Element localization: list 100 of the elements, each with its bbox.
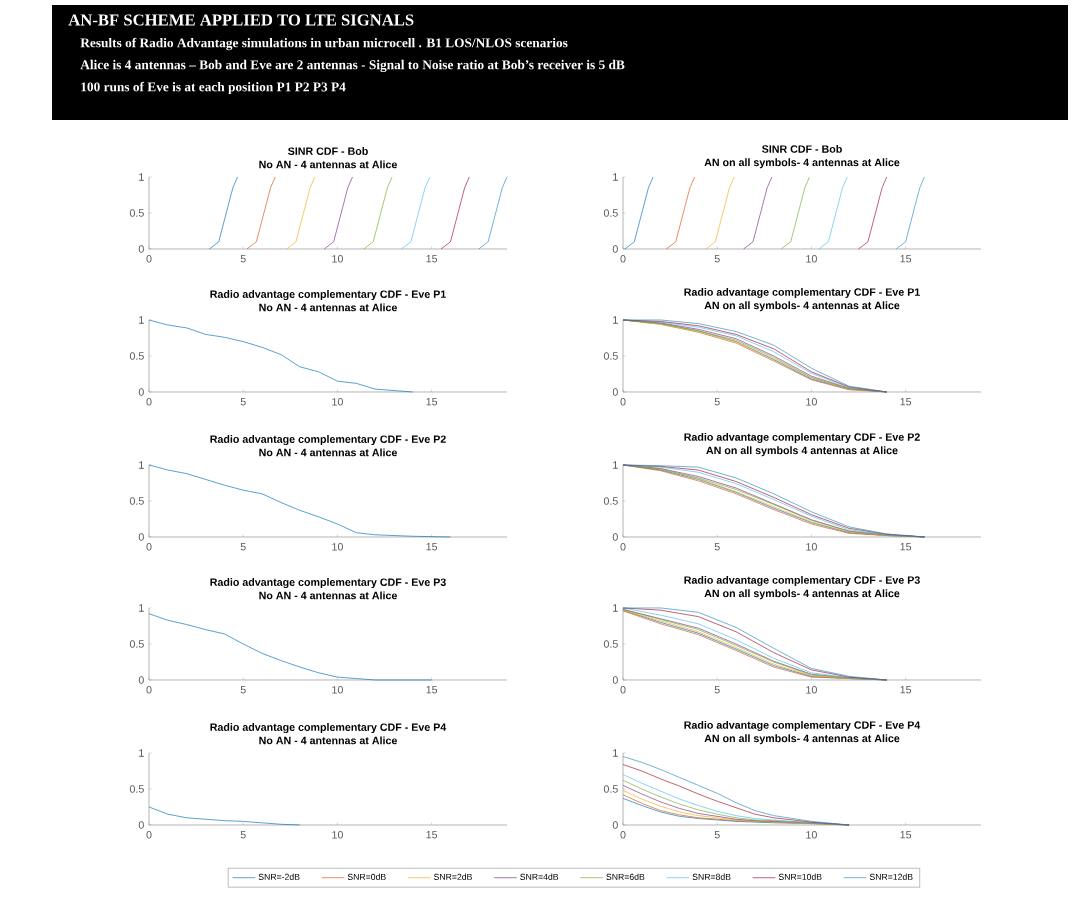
y-tick-label: 0.5 (129, 497, 144, 505)
x-tick-label: 15 (426, 398, 438, 406)
chart-subtitle: No AN - 4 antennas at Alice (259, 591, 397, 600)
x-tick-label: 10 (332, 686, 343, 694)
x-tick-label: 15 (426, 831, 438, 839)
y-tick-label: 0 (612, 676, 618, 684)
chart-subtitle: No AN - 4 antennas at Alice (259, 160, 397, 169)
text: AN-BF SCHEME APPLIED TO LTE SIGNALS (68, 14, 414, 26)
x-tick-label: 10 (806, 686, 817, 694)
x-tick-label: 0 (146, 255, 152, 263)
y-tick-label: 1 (613, 461, 618, 469)
x-tick-label: 15 (900, 398, 912, 406)
y-tick-label: 1 (613, 749, 618, 757)
legend-label: SNR=0dB (347, 873, 386, 880)
x-tick-label: 0 (146, 831, 152, 839)
x-tick-label: 10 (332, 543, 343, 551)
y-tick-label: 0 (138, 821, 144, 829)
x-tick-label: 15 (426, 686, 438, 694)
y-tick-label: 0.5 (603, 209, 618, 217)
x-tick-label: 0 (146, 686, 152, 694)
y-tick-label: 1 (613, 316, 618, 324)
x-tick-label: 0 (146, 543, 152, 551)
chart-title: Radio advantage complementary CDF - Eve P2 (684, 432, 920, 443)
x-tick-label: 10 (332, 255, 343, 263)
y-tick-label: 0.5 (603, 785, 618, 793)
x-tick-label: 15 (900, 543, 912, 551)
x-tick-label: 5 (240, 543, 246, 551)
chart-title: Radio advantage complementary CDF - Eve P3 (684, 575, 920, 586)
chart-title: Radio advantage complementary CDF - Eve P3 (210, 578, 446, 589)
chart-title: Radio advantage complementary CDF - Eve P2 (210, 435, 446, 446)
chart-title: Radio advantage complementary CDF - Eve P1 (684, 287, 920, 298)
y-tick-label: 0 (138, 533, 144, 541)
y-tick-label: 1 (139, 604, 144, 612)
x-tick-label: 5 (240, 686, 246, 694)
text: 100 runs of Eve is at each position P1 P2 P3 P4 (81, 81, 346, 95)
chart-title: SINR CDF - Bob (762, 144, 842, 153)
chart-subtitle: AN on all symbols- 4 antennas at Alice (704, 301, 900, 312)
x-tick-label: 10 (806, 255, 817, 263)
y-tick-label: 1 (139, 316, 144, 324)
y-tick-label: 0 (138, 676, 144, 684)
y-tick-label: 0.5 (603, 352, 618, 360)
y-tick-label: 1 (139, 173, 144, 181)
y-tick-label: 0 (138, 245, 144, 253)
x-tick-label: 15 (426, 543, 438, 551)
y-tick-label: 0.5 (129, 209, 144, 217)
x-tick-label: 10 (332, 398, 343, 406)
x-tick-label: 0 (620, 255, 626, 263)
y-tick-label: 1 (613, 173, 618, 181)
legend-label: SNR=12dB (869, 873, 913, 880)
chart-subtitle: AN on all symbols- 4 antennas at Alice (704, 158, 900, 169)
chart-title: Radio advantage complementary CDF - Eve P1 (210, 290, 446, 301)
chart-title: Radio advantage complementary CDF - Eve P4 (684, 720, 921, 731)
y-tick-label: 0 (612, 533, 618, 541)
x-tick-label: 10 (806, 831, 817, 839)
x-tick-label: 5 (714, 831, 720, 839)
y-tick-label: 0.5 (129, 785, 144, 793)
chart-subtitle: AN on all symbols 4 antennas at Alice (706, 446, 898, 457)
chart-subtitle: AN on all symbols- 4 antennas at Alice (704, 589, 900, 600)
y-tick-label: 0.5 (129, 352, 144, 360)
x-tick-label: 5 (240, 255, 246, 263)
y-tick-label: 0 (612, 388, 618, 396)
x-tick-label: 0 (620, 543, 626, 551)
x-tick-label: 10 (806, 543, 817, 551)
x-tick-label: 0 (146, 398, 152, 406)
legend-label: SNR=-2dB (258, 873, 300, 880)
legend-label: SNR=10dB (778, 873, 822, 880)
y-tick-label: 0 (612, 821, 618, 829)
x-tick-label: 0 (620, 831, 626, 839)
x-tick-label: 5 (240, 398, 246, 406)
x-tick-label: 15 (900, 831, 912, 839)
y-tick-label: 0.5 (603, 497, 618, 505)
y-tick-label: 0 (138, 388, 144, 396)
x-tick-label: 5 (714, 398, 720, 406)
text: Results of Radio Advantage simulations in urban microcell . B1 LOS/NLOS scenarios (80, 37, 568, 51)
x-tick-label: 5 (714, 543, 720, 551)
chart-title: SINR CDF - Bob (288, 147, 368, 155)
x-tick-label: 5 (240, 831, 246, 839)
x-tick-label: 10 (806, 398, 817, 406)
legend-label: SNR=8dB (692, 873, 731, 880)
x-tick-label: 0 (620, 398, 626, 406)
x-tick-label: 5 (714, 686, 720, 694)
legend-label: SNR=2dB (433, 873, 472, 880)
x-tick-label: 10 (332, 831, 343, 839)
x-tick-label: 0 (620, 686, 626, 694)
y-tick-label: 1 (613, 604, 618, 612)
y-tick-label: 0.5 (129, 640, 144, 648)
chart-subtitle: AN on all symbols- 4 antennas at Alice (704, 734, 900, 745)
legend-label: SNR=6dB (606, 873, 645, 880)
x-tick-label: 5 (714, 255, 720, 263)
chart-title: Radio advantage complementary CDF - Eve P4 (210, 723, 447, 734)
y-tick-label: 0 (612, 245, 618, 253)
y-tick-label: 0.5 (603, 640, 618, 648)
chart-subtitle: No AN - 4 antennas at Alice (259, 448, 397, 457)
x-tick-label: 15 (900, 686, 912, 694)
chart-subtitle: No AN - 4 antennas at Alice (259, 303, 397, 312)
chart-subtitle: No AN - 4 antennas at Alice (259, 736, 397, 745)
y-tick-label: 1 (139, 749, 144, 757)
legend-label: SNR=4dB (520, 873, 559, 880)
y-tick-label: 1 (139, 461, 144, 469)
x-tick-label: 15 (426, 255, 438, 263)
